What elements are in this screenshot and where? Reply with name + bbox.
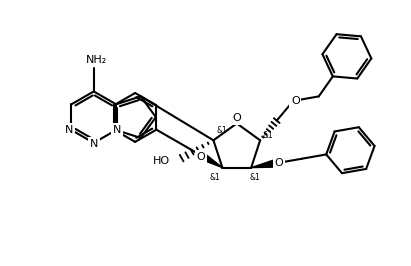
Text: &1: &1 bbox=[216, 126, 227, 135]
Text: &1: &1 bbox=[209, 173, 220, 182]
Text: HO: HO bbox=[152, 156, 170, 166]
Text: O: O bbox=[274, 158, 283, 168]
Text: &1: &1 bbox=[250, 173, 261, 182]
Polygon shape bbox=[251, 159, 277, 168]
Text: O: O bbox=[196, 152, 206, 162]
Text: O: O bbox=[291, 96, 300, 106]
Text: N: N bbox=[90, 139, 98, 149]
Polygon shape bbox=[198, 151, 222, 168]
Text: N: N bbox=[65, 125, 74, 135]
Text: O: O bbox=[232, 114, 241, 123]
Text: NH₂: NH₂ bbox=[86, 55, 107, 65]
Text: N: N bbox=[113, 125, 121, 135]
Text: &1: &1 bbox=[263, 131, 273, 140]
